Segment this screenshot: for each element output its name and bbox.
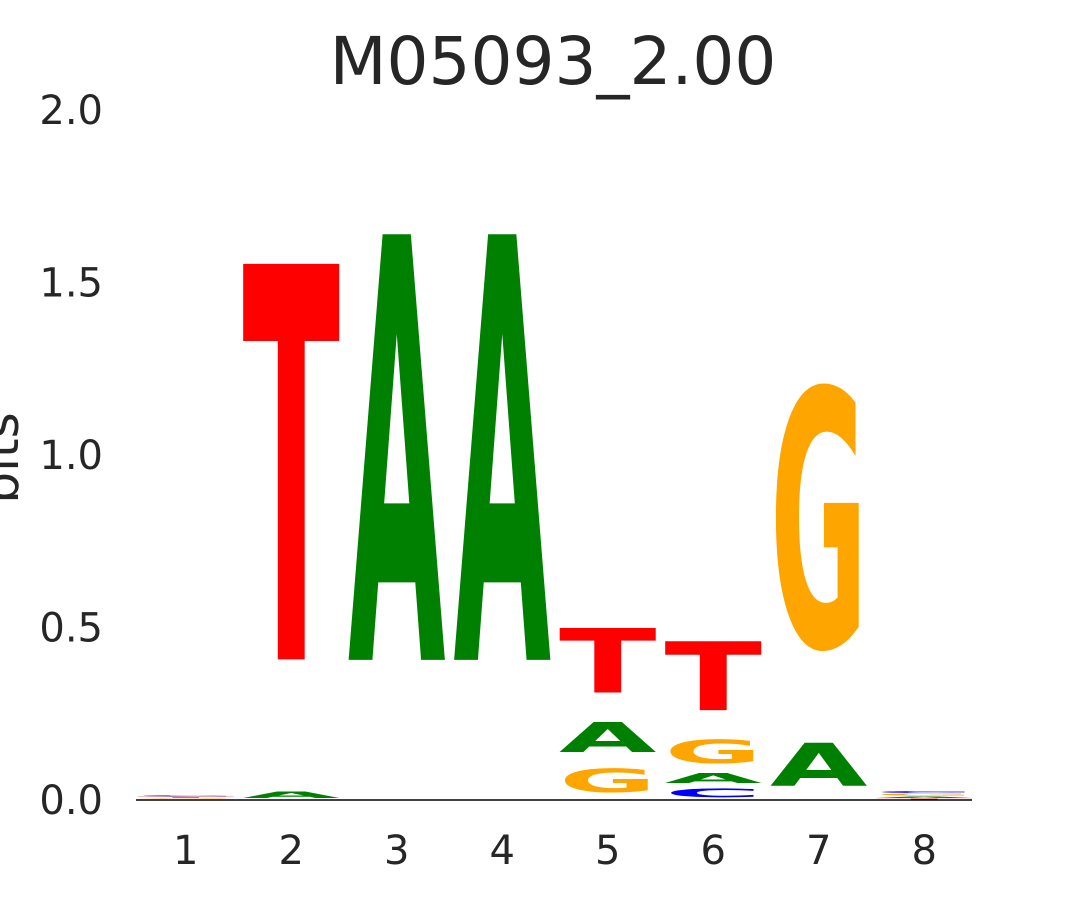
- y-tick-label: 1.0: [39, 433, 103, 479]
- logo-letter-A-pos3: A: [348, 118, 446, 798]
- y-axis-label: bits: [0, 412, 30, 503]
- x-tick-label: 8: [912, 828, 937, 874]
- logo-letter-G-pos1: G: [137, 798, 234, 799]
- logo-letters: AGTCATAAGATCAGTAGTAGC: [137, 118, 973, 800]
- logo-letter-T-pos1: T: [137, 797, 235, 798]
- logo-letter-A-pos5: A: [559, 714, 657, 762]
- logo-letter-T-pos8: T: [876, 798, 974, 800]
- x-axis: 1 2 3 4 5 6 7 8: [173, 828, 937, 874]
- logo-letter-G-pos8: G: [876, 793, 973, 796]
- x-tick-label: 2: [279, 828, 304, 874]
- x-tick-label: 4: [490, 828, 515, 874]
- y-tick-label: 1.5: [39, 261, 103, 307]
- y-axis: 0.0 0.5 1.0 1.5 2.0: [39, 88, 103, 824]
- logo-letter-A-pos8: A: [876, 796, 974, 798]
- x-tick-label: 1: [173, 828, 198, 874]
- logo-letter-C-pos1: C: [137, 795, 235, 796]
- logo-letter-A-pos7: A: [770, 732, 867, 800]
- y-tick-label: 2.0: [39, 88, 103, 134]
- y-tick-label: 0.0: [39, 778, 103, 824]
- logo-letter-T-pos6: T: [665, 623, 762, 733]
- logo-letter-A-pos6: A: [665, 771, 762, 786]
- logo-letter-A-pos2: A: [243, 790, 340, 800]
- logo-letter-A-pos4: A: [454, 118, 552, 798]
- logo-letter-C-pos8: C: [876, 791, 973, 794]
- logo-letter-G-pos5: G: [559, 762, 656, 800]
- x-tick-label: 6: [701, 828, 726, 874]
- logo-letter-T-pos2: T: [243, 156, 341, 788]
- x-tick-label: 7: [806, 828, 831, 874]
- x-tick-label: 3: [384, 828, 409, 874]
- chart-title: M05093_2.00: [330, 23, 777, 100]
- logo-letter-G-pos6: G: [665, 733, 762, 771]
- logo-letter-T-pos5: T: [559, 611, 656, 714]
- logo-letter-G-pos7: G: [770, 319, 867, 731]
- y-tick-label: 0.5: [39, 606, 103, 652]
- x-tick-label: 5: [595, 828, 620, 874]
- logo-letter-C-pos6: C: [665, 786, 763, 800]
